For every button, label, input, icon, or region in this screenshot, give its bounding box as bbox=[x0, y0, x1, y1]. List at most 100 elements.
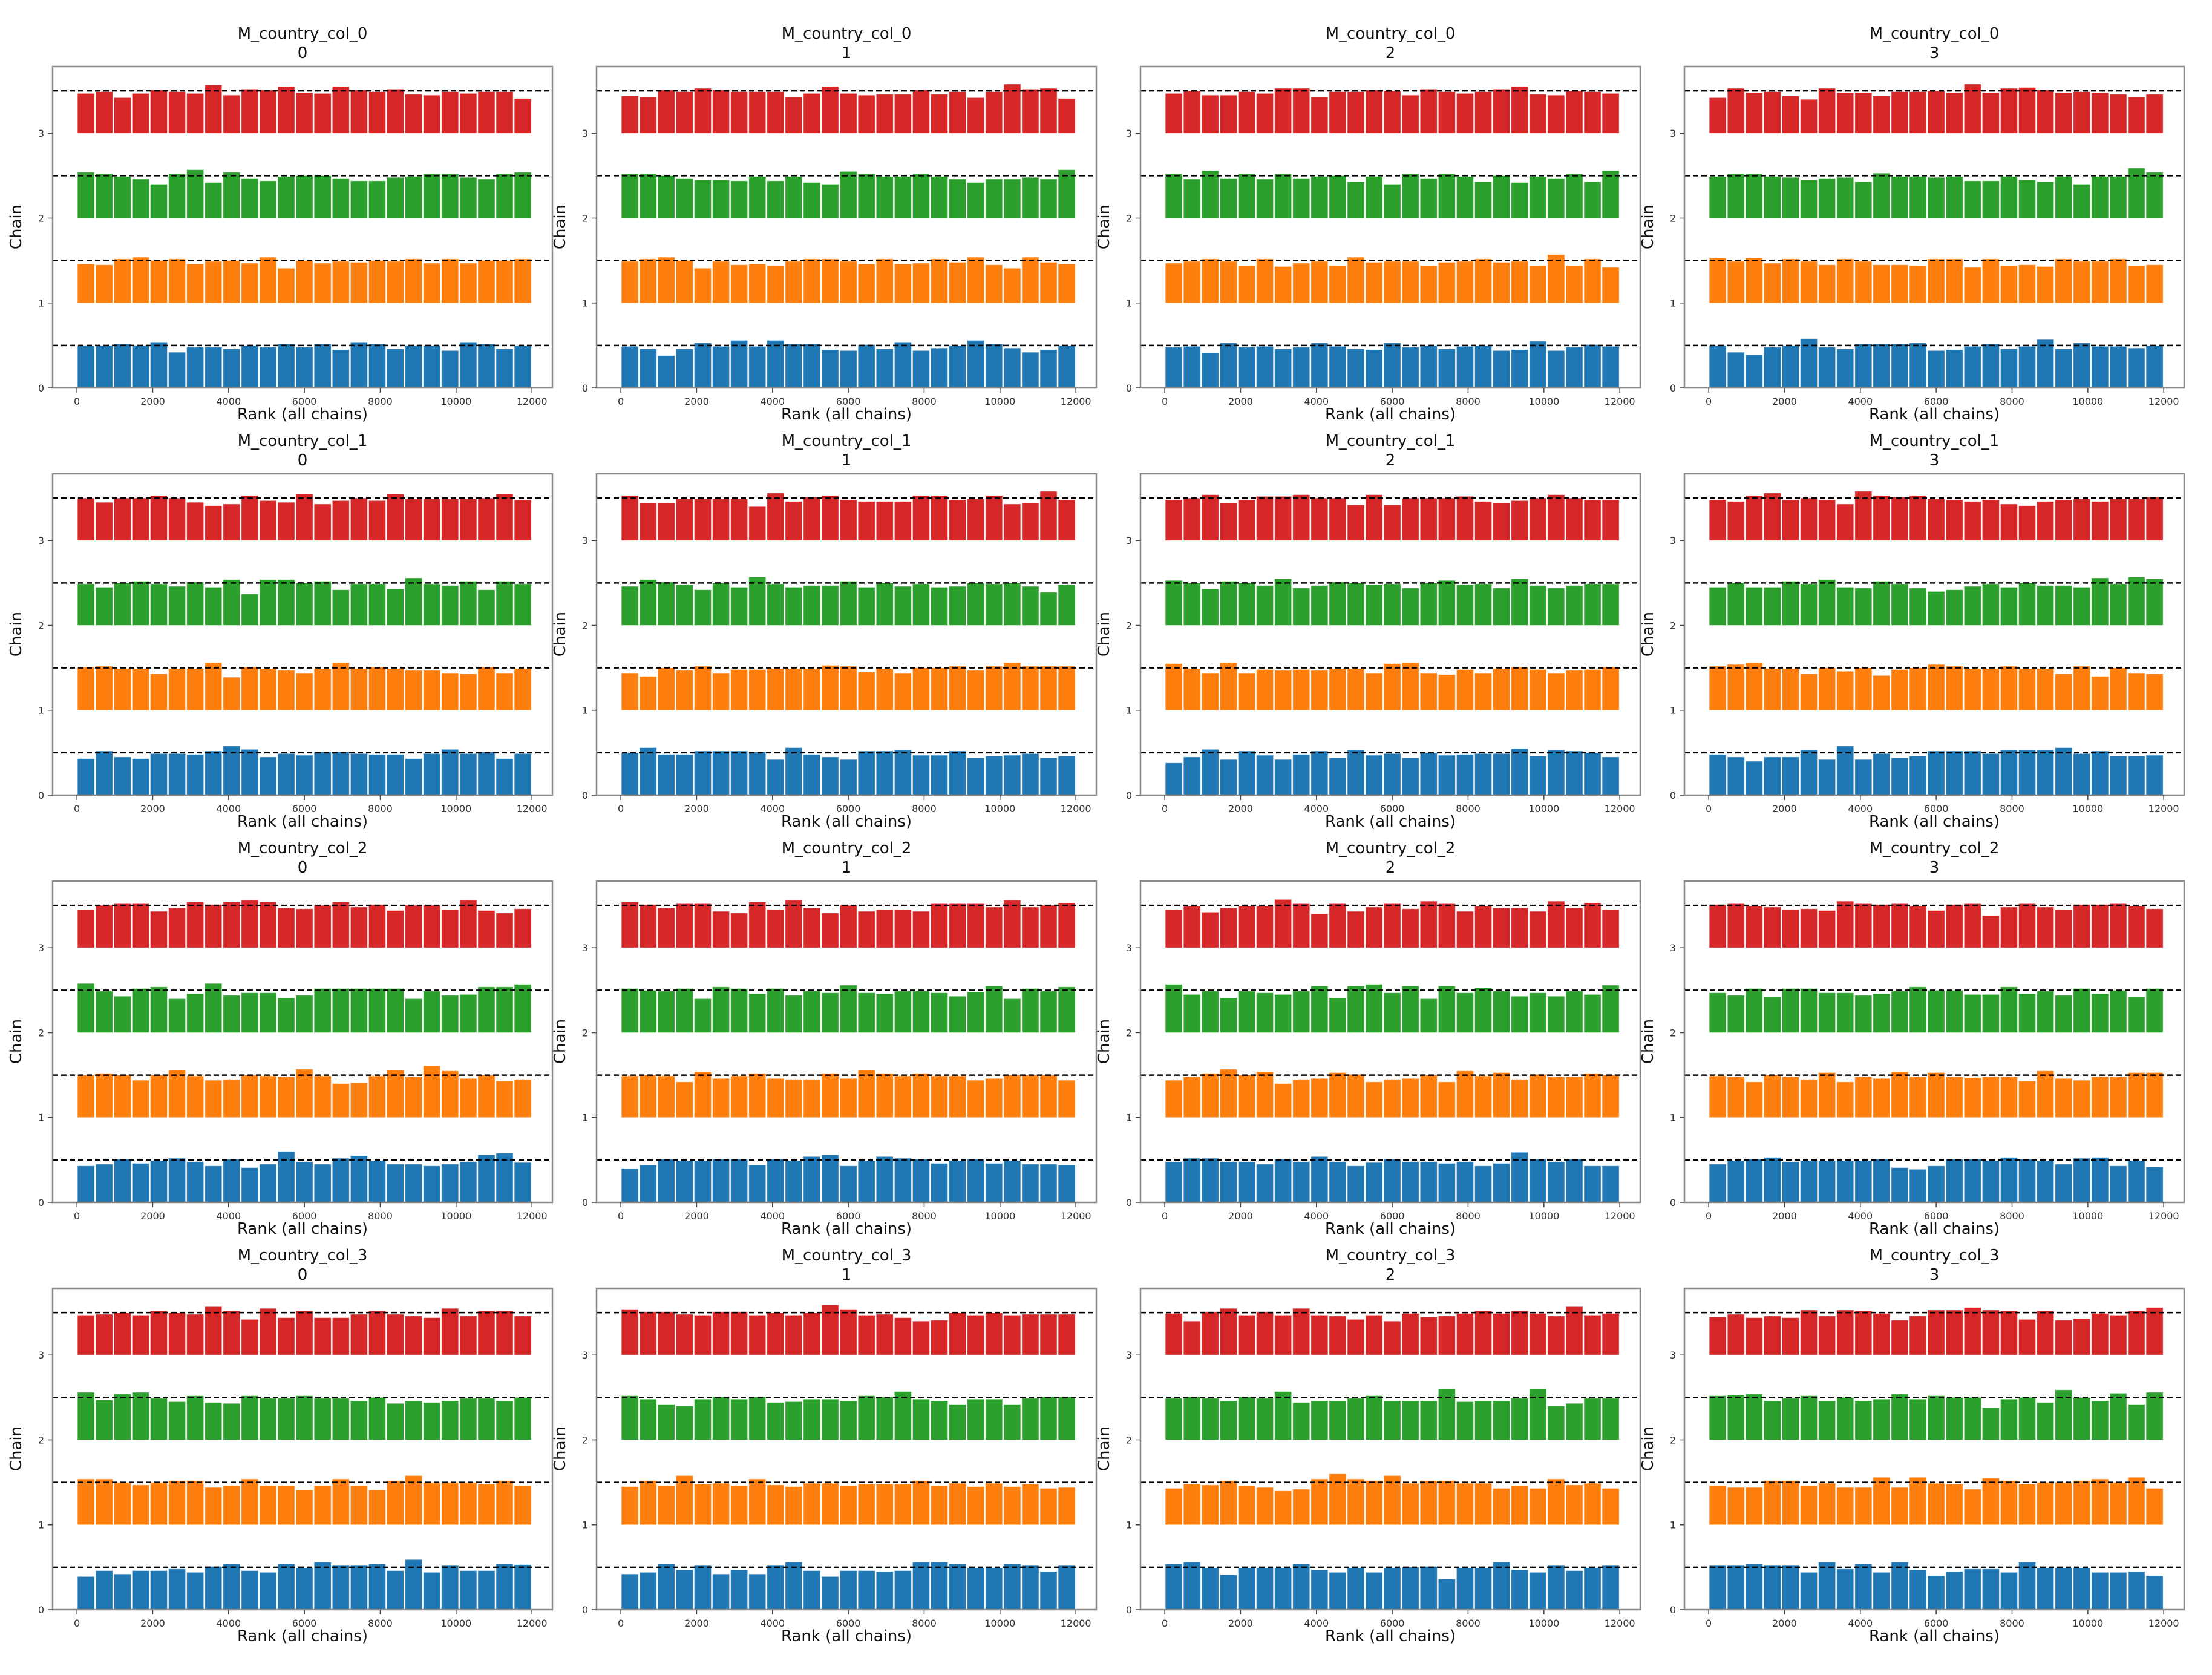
x-tick-label: 8000 bbox=[912, 396, 937, 407]
y-tick-label: 3 bbox=[582, 128, 588, 139]
chain-3-bars bbox=[77, 84, 532, 134]
x-tick-label: 12000 bbox=[1061, 1618, 1091, 1629]
x-tick-label: 0 bbox=[1162, 1618, 1168, 1629]
x-axis-label: Rank (all chains) bbox=[1324, 405, 1456, 424]
x-tick-label: 6000 bbox=[1380, 1210, 1405, 1222]
x-tick-label: 10000 bbox=[440, 1618, 471, 1629]
x-tick-label: 0 bbox=[1162, 396, 1168, 407]
subplot-title: M_country_col_0 bbox=[1869, 25, 2000, 43]
x-tick-label: 10000 bbox=[2072, 396, 2103, 407]
subplot-title: M_country_col_3 bbox=[1325, 1247, 1456, 1265]
chain-0-bars bbox=[1709, 1561, 2164, 1610]
subplot-3-3: M_country_col_3 3 0 2000 4000 6000 8000 10000… bbox=[1639, 1247, 2185, 1645]
x-tick-label: 4000 bbox=[760, 1210, 785, 1222]
x-axis-label: Rank (all chains) bbox=[237, 405, 368, 424]
y-tick-label: 0 bbox=[582, 790, 588, 801]
x-tick-label: 8000 bbox=[1456, 1618, 1481, 1629]
x-tick-label: 2000 bbox=[140, 396, 165, 407]
subplot-subtitle: 0 bbox=[297, 451, 308, 470]
chain-2-bars bbox=[1165, 170, 1620, 218]
chain-1-bars bbox=[1165, 662, 1620, 711]
y-axis-label: Chain bbox=[1639, 204, 1657, 250]
subplot-2-1: M_country_col_2 1 0 2000 4000 6000 8000 10000… bbox=[551, 839, 1098, 1238]
x-tick-label: 4000 bbox=[1848, 1618, 1873, 1629]
y-tick-label: 1 bbox=[582, 298, 588, 309]
x-tick-label: 6000 bbox=[1924, 1210, 1949, 1222]
y-axis-label: Chain bbox=[551, 611, 569, 657]
y-tick-label: 1 bbox=[38, 298, 44, 309]
y-tick-label: 2 bbox=[1670, 1434, 1676, 1446]
y-tick-label: 2 bbox=[582, 212, 588, 224]
y-axis-label: Chain bbox=[7, 1426, 25, 1472]
chain-2-bars bbox=[1165, 1388, 1620, 1440]
x-tick-label: 8000 bbox=[1456, 1210, 1481, 1222]
chain-2-bars bbox=[1709, 986, 2164, 1033]
x-tick-label: 8000 bbox=[368, 1618, 393, 1629]
x-axis-label: Rank (all chains) bbox=[1868, 813, 2000, 831]
subplot-subtitle: 3 bbox=[1929, 1266, 1940, 1284]
y-tick-label: 0 bbox=[1126, 1604, 1132, 1616]
x-tick-label: 8000 bbox=[2000, 396, 2024, 407]
x-tick-label: 2000 bbox=[684, 803, 709, 815]
x-tick-label: 6000 bbox=[292, 1618, 317, 1629]
x-tick-label: 4000 bbox=[1304, 1210, 1329, 1222]
y-tick-label: 1 bbox=[38, 1519, 44, 1531]
x-tick-label: 4000 bbox=[216, 396, 241, 407]
chain-3-bars bbox=[621, 900, 1076, 948]
x-tick-label: 2000 bbox=[1228, 1210, 1253, 1222]
subplot-0-2: M_country_col_0 2 0 2000 4000 6000 8000 10000… bbox=[1095, 25, 1641, 424]
axes-frame bbox=[1139, 880, 1641, 1204]
chain-3-bars bbox=[1709, 491, 2164, 541]
x-tick-label: 2000 bbox=[140, 1618, 165, 1629]
y-tick-label: 2 bbox=[38, 212, 44, 224]
y-tick-label: 0 bbox=[1670, 790, 1676, 801]
y-tick-label: 1 bbox=[1126, 1112, 1132, 1124]
chain-1-bars bbox=[1165, 254, 1620, 304]
x-tick-label: 6000 bbox=[836, 803, 861, 815]
y-tick-label: 2 bbox=[1126, 620, 1132, 631]
chain-3-bars bbox=[621, 84, 1076, 134]
axes-frame bbox=[1683, 880, 2185, 1204]
subplot-subtitle: 1 bbox=[841, 859, 852, 877]
subplot-subtitle: 1 bbox=[841, 44, 852, 62]
chain-3-bars bbox=[1165, 1306, 1620, 1355]
axes-frame bbox=[1139, 1287, 1641, 1611]
x-tick-label: 6000 bbox=[1924, 396, 1949, 407]
y-tick-label: 1 bbox=[582, 1519, 588, 1531]
y-tick-label: 3 bbox=[38, 1349, 44, 1361]
axes-frame bbox=[51, 473, 554, 796]
chain-1-bars bbox=[77, 1475, 532, 1526]
y-tick-label: 3 bbox=[38, 942, 44, 954]
y-tick-label: 0 bbox=[38, 382, 44, 394]
y-tick-label: 2 bbox=[1670, 1027, 1676, 1038]
y-tick-label: 2 bbox=[38, 1434, 44, 1446]
x-tick-label: 2000 bbox=[1228, 803, 1253, 815]
subplot-title: M_country_col_1 bbox=[1869, 432, 2000, 450]
y-tick-label: 0 bbox=[582, 382, 588, 394]
chain-1-bars bbox=[1709, 1477, 2164, 1526]
x-tick-label: 12000 bbox=[2148, 803, 2179, 815]
plot-area: 0 2000 4000 6000 8000 10000 12000 0 1 2 3 bbox=[1670, 1287, 2185, 1629]
x-tick-label: 4000 bbox=[1304, 1618, 1329, 1629]
x-tick-label: 0 bbox=[74, 396, 80, 407]
subplot-3-1: M_country_col_3 1 0 2000 4000 6000 8000 10000… bbox=[551, 1247, 1098, 1645]
chain-1-bars bbox=[1709, 257, 2164, 304]
subplot-subtitle: 2 bbox=[1385, 451, 1396, 470]
chain-3-bars bbox=[1709, 84, 2164, 134]
x-tick-label: 8000 bbox=[368, 396, 393, 407]
subplot-title: M_country_col_2 bbox=[237, 839, 368, 857]
x-tick-label: 4000 bbox=[216, 803, 241, 815]
subplot-0-0: M_country_col_0 0 0 2000 4000 6000 8000 10000… bbox=[7, 25, 554, 424]
x-tick-label: 12000 bbox=[2148, 1210, 2179, 1222]
y-tick-label: 3 bbox=[1670, 128, 1676, 139]
y-tick-label: 2 bbox=[582, 1027, 588, 1038]
chain-3-bars bbox=[1709, 900, 2164, 948]
y-tick-label: 3 bbox=[1126, 942, 1132, 954]
plot-area: 0 2000 4000 6000 8000 10000 12000 0 1 2 3 bbox=[1670, 65, 2185, 407]
y-tick-label: 3 bbox=[1126, 535, 1132, 546]
x-tick-label: 10000 bbox=[2072, 1210, 2103, 1222]
subplot-title: M_country_col_0 bbox=[1325, 25, 1456, 43]
subplot-subtitle: 2 bbox=[1385, 44, 1396, 62]
axes-frame bbox=[595, 65, 1098, 389]
x-tick-label: 8000 bbox=[912, 1618, 937, 1629]
